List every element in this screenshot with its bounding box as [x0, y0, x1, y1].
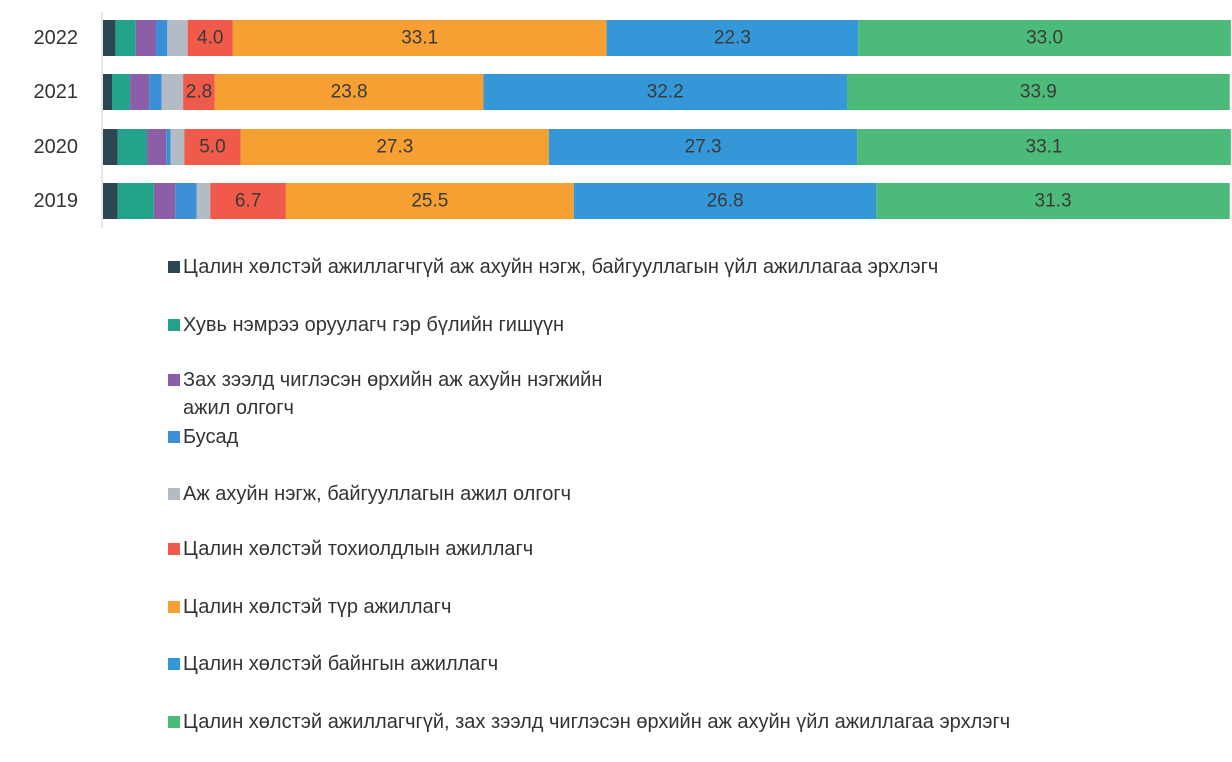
legend-item: Цалин хөлстэй ажиллагчгүй аж ахуйн нэгж,… — [168, 253, 1168, 281]
bar-segment — [103, 183, 118, 219]
legend-swatch — [168, 374, 180, 386]
legend-item: Цалин хөлстэй тохиолдлын ажиллагч — [168, 535, 1168, 563]
bar-segment — [240, 129, 549, 165]
legend-swatch — [168, 658, 180, 670]
data-label: 27.3 — [376, 137, 413, 158]
bar-segment — [210, 183, 286, 219]
data-label: 26.8 — [707, 191, 744, 212]
data-label: 4.0 — [197, 28, 223, 49]
bar-segment — [847, 74, 1230, 110]
bar-segment — [103, 74, 113, 110]
data-label: 6.7 — [235, 191, 261, 212]
bar-segment — [166, 129, 171, 165]
legend-label: Хувь нэмрээ оруулагч гэр бүлийн гишүүн — [183, 314, 565, 336]
legend-item: Аж ахуйн нэгж, байгууллагын ажил олгогч — [168, 480, 1168, 508]
legend-item: Бусад — [168, 423, 1168, 451]
legend-swatch — [168, 543, 180, 555]
bar-segment — [483, 74, 848, 110]
bar-segment — [285, 183, 574, 219]
bar-segment — [156, 20, 168, 56]
legend-swatch — [168, 319, 180, 331]
bar-segment — [858, 20, 1231, 56]
bar-segment — [196, 183, 211, 219]
bar-segment — [548, 129, 858, 165]
y-tick-label: 2022 — [34, 27, 79, 49]
bar-segment — [170, 129, 185, 165]
bar-segment — [147, 129, 167, 165]
bar-segment — [112, 74, 131, 110]
legend-swatch — [168, 601, 180, 613]
bar-segment — [117, 183, 154, 219]
bar-segment — [187, 20, 233, 56]
data-label: 2.8 — [186, 82, 212, 103]
legend-item: Цалин хөлстэй түр ажиллагч — [168, 593, 1168, 621]
bar-segment — [167, 20, 188, 56]
data-label: 22.3 — [714, 28, 751, 49]
bar-segment — [876, 183, 1230, 219]
data-label: 23.8 — [331, 82, 368, 103]
bar-segment — [103, 20, 116, 56]
data-label: 33.9 — [1020, 82, 1057, 103]
bar-segment — [117, 129, 148, 165]
data-label: 32.2 — [647, 82, 684, 103]
legend-swatch — [168, 431, 180, 443]
data-label: 27.3 — [685, 137, 722, 158]
bar-segment — [135, 20, 157, 56]
legend-label: Цалин хөлстэй тохиолдлын ажиллагч — [183, 538, 534, 560]
data-label: 33.1 — [1026, 137, 1063, 158]
bar-segment — [149, 74, 162, 110]
bar-segment — [573, 183, 877, 219]
legend-label: Цалин хөлстэй ажиллагчгүй, зах зээлд чиг… — [183, 711, 1011, 733]
legend-label: Цалин хөлстэй байнгын ажиллагч — [183, 653, 499, 675]
legend-item: Зах зээлд чиглэсэн өрхийн аж ахуйн нэгжи… — [168, 366, 638, 422]
chart: 2022 4.0 33.1 22.3 33.0 2021 2.8 23.8 32.2 33.9 20… — [34, 12, 1231, 228]
legend-item: Хувь нэмрээ оруулагч гэр бүлийн гишүүн — [168, 311, 1168, 339]
bar-segment — [232, 20, 607, 56]
y-tick-label: 2021 — [34, 81, 79, 103]
legend-label: Аж ахуйн нэгж, байгууллагын ажил олгогч — [183, 483, 572, 505]
legend-label: Цалин хөлстэй ажиллагчгүй аж ахуйн нэгж,… — [183, 256, 939, 278]
bar-segment — [214, 74, 484, 110]
y-tick-label: 2020 — [34, 136, 79, 158]
bar-segment — [161, 74, 184, 110]
legend-swatch — [168, 716, 180, 728]
legend-label: Бусад — [183, 426, 239, 448]
bar-segment — [606, 20, 859, 56]
bar-segment — [175, 183, 197, 219]
legend-item: Цалин хөлстэй ажиллагчгүй, зах зээлд чиг… — [168, 708, 1128, 736]
bar-segment — [857, 129, 1231, 165]
data-label: 5.0 — [199, 137, 225, 158]
bar-segment — [153, 183, 176, 219]
bar-segment — [184, 129, 241, 165]
legend-item: Цалин хөлстэй байнгын ажиллагч — [168, 650, 1168, 678]
legend-label: Цалин хөлстэй түр ажиллагч — [183, 596, 452, 618]
bar-segment — [130, 74, 150, 110]
legend-swatch — [168, 261, 180, 273]
y-tick-label: 2019 — [34, 190, 79, 212]
data-label: 33.0 — [1026, 28, 1063, 49]
data-label: 31.3 — [1035, 191, 1072, 212]
bar-segment — [115, 20, 136, 56]
data-label: 25.5 — [411, 191, 448, 212]
data-label: 33.1 — [401, 28, 438, 49]
bar-segment — [183, 74, 215, 110]
legend-label: Зах зээлд чиглэсэн өрхийн аж ахуйн нэгжи… — [183, 369, 603, 419]
bar-segment — [103, 129, 118, 165]
legend-swatch — [168, 488, 180, 500]
